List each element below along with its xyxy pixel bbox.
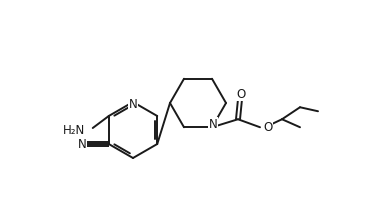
- Text: H₂N: H₂N: [62, 123, 85, 136]
- Text: N: N: [209, 118, 218, 131]
- Text: O: O: [263, 121, 272, 134]
- Text: O: O: [236, 88, 246, 101]
- Text: N: N: [129, 98, 137, 112]
- Text: N: N: [77, 138, 86, 150]
